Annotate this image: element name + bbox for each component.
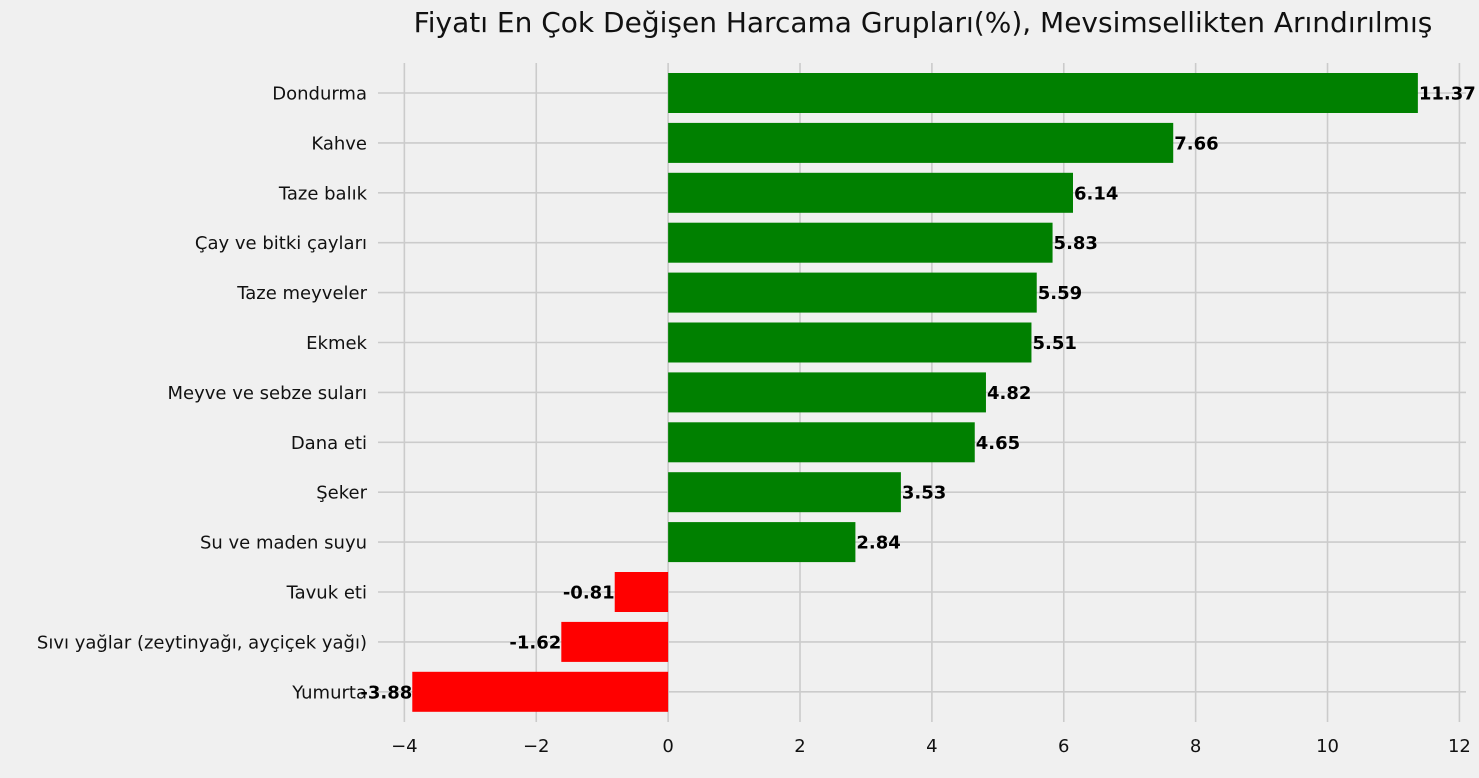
bar — [614, 572, 669, 612]
category-label: Çay ve bitki çayları — [195, 233, 367, 254]
chart-title: Fiyatı En Çok Değişen Harcama Grupları(%… — [414, 6, 1433, 39]
value-label: 5.51 — [1032, 333, 1076, 354]
bar — [668, 172, 1074, 213]
value-label: 4.65 — [976, 433, 1020, 454]
value-label: -0.81 — [563, 583, 615, 604]
value-label: 6.14 — [1074, 183, 1118, 204]
value-label: 5.83 — [1054, 233, 1098, 254]
bar — [561, 621, 669, 662]
x-tick-label: 12 — [1448, 736, 1471, 757]
x-tick-label: 4 — [926, 736, 937, 757]
category-label: Dana eti — [291, 433, 367, 454]
bar — [668, 222, 1053, 263]
category-label: Taze balık — [278, 183, 368, 204]
x-tick-label: −2 — [523, 736, 550, 757]
value-label: 7.66 — [1174, 133, 1218, 154]
category-label: Meyve ve sebze suları — [168, 383, 368, 404]
category-label: Şeker — [316, 483, 367, 504]
category-label: Taze meyveler — [236, 283, 367, 304]
bars — [412, 73, 1418, 712]
category-label: Dondurma — [272, 84, 367, 105]
x-tick-label: 0 — [662, 736, 673, 757]
category-label: Ekmek — [306, 333, 367, 354]
value-label: 5.59 — [1038, 283, 1082, 304]
x-tick-label: 6 — [1058, 736, 1069, 757]
bar — [668, 272, 1037, 313]
value-label: 4.82 — [987, 383, 1031, 404]
value-label: 11.37 — [1419, 84, 1476, 105]
category-label: Tavuk eti — [286, 583, 367, 604]
bar — [668, 472, 901, 513]
bar — [668, 422, 975, 463]
bar — [668, 372, 986, 413]
bar — [668, 73, 1418, 113]
bar — [668, 322, 1032, 363]
category-label: Yumurta — [291, 682, 367, 703]
x-tick-label: −4 — [391, 736, 418, 757]
bar — [668, 122, 1174, 163]
category-labels: Dondurma Kahve Taze balık Çay ve bitki çayl… — [37, 84, 368, 704]
x-tick-label: 10 — [1316, 736, 1339, 757]
category-label: Kahve — [311, 133, 367, 154]
value-label: -3.88 — [360, 682, 412, 703]
value-label: -1.62 — [509, 632, 561, 653]
value-label: 3.53 — [902, 483, 946, 504]
category-label: Su ve maden suyu — [200, 533, 367, 554]
value-label: 2.84 — [856, 533, 900, 554]
bar — [668, 522, 856, 563]
bar — [412, 671, 669, 712]
value-labels: 11.37 7.66 6.14 5.83 5.59 5.51 4.82 4.65 3.53 2.8… — [360, 84, 1475, 704]
category-label: Sıvı yağlar (zeytinyağı, ayçiçek yağı) — [37, 632, 367, 653]
x-tick-labels: −4 −2 0 2 4 6 8 10 12 — [391, 736, 1471, 757]
x-tick-label: 2 — [794, 736, 805, 757]
x-tick-label: 8 — [1190, 736, 1201, 757]
